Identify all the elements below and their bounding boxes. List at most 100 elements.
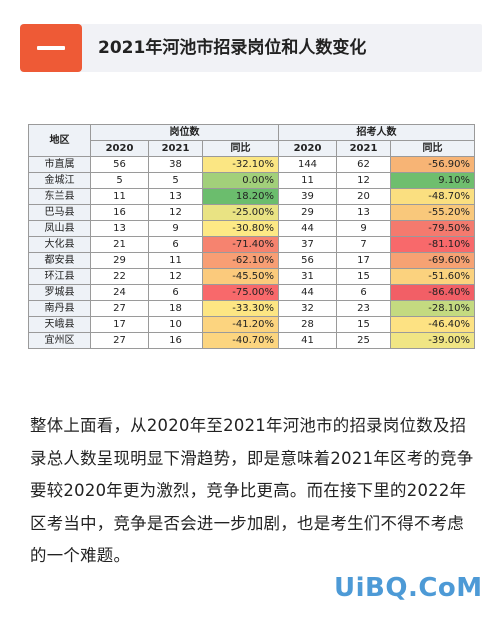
cell-applicants-ratio: -86.40%	[389, 284, 476, 301]
cell-applicants-2021: 15	[336, 316, 391, 333]
header-bar	[20, 24, 482, 72]
cell-region: 巴马县	[28, 204, 91, 221]
cell-positions-2021: 6	[148, 236, 203, 253]
header-applicants: 招考人数	[277, 124, 476, 141]
cell-region: 罗城县	[28, 284, 91, 301]
cell-applicants-ratio: -55.20%	[389, 204, 476, 221]
cell-applicants-ratio: -48.70%	[389, 188, 476, 205]
cell-applicants-2020: 41	[278, 332, 337, 349]
summary-paragraph: 整体上面看，从2020年至2021年河池市的招录岗位数及招录总人数呈现明显下滑趋…	[30, 416, 474, 565]
table-row: 东兰县 11 13 18.20% 39 20 -48.70%	[28, 188, 476, 205]
header-applicants-ratio: 同比	[389, 140, 476, 157]
cell-positions-ratio: -75.00%	[202, 284, 279, 301]
cell-applicants-2021: 12	[336, 172, 391, 189]
cell-applicants-ratio: -69.60%	[389, 252, 476, 269]
cell-region: 宜州区	[28, 332, 91, 349]
cell-applicants-2020: 31	[278, 268, 337, 285]
cell-positions-ratio: -30.80%	[202, 220, 279, 237]
cell-positions-2020: 27	[90, 332, 149, 349]
table-row: 宜州区 27 16 -40.70% 41 25 -39.00%	[28, 332, 476, 349]
cell-region: 金城江	[28, 172, 91, 189]
page-title: 2021年河池市招录岗位和人数变化	[98, 38, 367, 58]
cell-region: 南丹县	[28, 300, 91, 317]
header-applicants-2021: 2021	[336, 140, 391, 157]
cell-applicants-2021: 7	[336, 236, 391, 253]
header-positions-2021: 2021	[148, 140, 203, 157]
cell-positions-2021: 13	[148, 188, 203, 205]
table-body: 市直属 56 38 -32.10% 144 62 -56.90% 金城江 5 5 0.00% 11 12…	[28, 156, 476, 349]
cell-region: 大化县	[28, 236, 91, 253]
cell-positions-2021: 16	[148, 332, 203, 349]
cell-region: 凤山县	[28, 220, 91, 237]
cell-applicants-2020: 37	[278, 236, 337, 253]
cell-applicants-ratio: -79.50%	[389, 220, 476, 237]
cell-applicants-ratio: 9.10%	[389, 172, 476, 189]
cell-positions-2020: 22	[90, 268, 149, 285]
cell-applicants-2021: 23	[336, 300, 391, 317]
cell-positions-2020: 29	[90, 252, 149, 269]
cell-applicants-2020: 28	[278, 316, 337, 333]
cell-applicants-2021: 6	[336, 284, 391, 301]
cell-applicants-2020: 29	[278, 204, 337, 221]
cell-applicants-2020: 39	[278, 188, 337, 205]
cell-applicants-ratio: -39.00%	[389, 332, 476, 349]
cell-region: 市直属	[28, 156, 91, 173]
cell-positions-2021: 12	[148, 268, 203, 285]
cell-positions-ratio: -40.70%	[202, 332, 279, 349]
table-row: 罗城县 24 6 -75.00% 44 6 -86.40%	[28, 284, 476, 301]
cell-applicants-ratio: -56.90%	[389, 156, 476, 173]
cell-positions-ratio: 18.20%	[202, 188, 279, 205]
header-positions-2020: 2020	[90, 140, 149, 157]
header-positions: 岗位数	[90, 124, 279, 141]
table-row: 金城江 5 5 0.00% 11 12 9.10%	[28, 172, 476, 189]
cell-positions-2021: 18	[148, 300, 203, 317]
cell-region: 都安县	[28, 252, 91, 269]
cell-positions-2020: 27	[90, 300, 149, 317]
cell-region: 天峨县	[28, 316, 91, 333]
cell-applicants-2020: 11	[278, 172, 337, 189]
cell-region: 环江县	[28, 268, 91, 285]
cell-positions-2020: 13	[90, 220, 149, 237]
table-row: 凤山县 13 9 -30.80% 44 9 -79.50%	[28, 220, 476, 237]
cell-applicants-2020: 32	[278, 300, 337, 317]
table-row: 天峨县 17 10 -41.20% 28 15 -46.40%	[28, 316, 476, 333]
cell-applicants-2021: 20	[336, 188, 391, 205]
header-positions-ratio: 同比	[202, 140, 279, 157]
cell-applicants-2021: 62	[336, 156, 391, 173]
table-row: 市直属 56 38 -32.10% 144 62 -56.90%	[28, 156, 476, 173]
header-applicants-2020: 2020	[278, 140, 337, 157]
cell-applicants-2021: 15	[336, 268, 391, 285]
recruitment-table: 地区 岗位数 招考人数 2020 2021 同比 2020 2021 同比 市直…	[28, 124, 476, 349]
table-row: 大化县 21 6 -71.40% 37 7 -81.10%	[28, 236, 476, 253]
table-row: 巴马县 16 12 -25.00% 29 13 -55.20%	[28, 204, 476, 221]
cell-positions-ratio: -25.00%	[202, 204, 279, 221]
cell-positions-2021: 9	[148, 220, 203, 237]
cell-positions-2021: 11	[148, 252, 203, 269]
cell-positions-ratio: -32.10%	[202, 156, 279, 173]
cell-applicants-ratio: -46.40%	[389, 316, 476, 333]
site-watermark: UiBQ.CoM	[334, 573, 483, 603]
cell-applicants-ratio: -28.10%	[389, 300, 476, 317]
cell-positions-2021: 38	[148, 156, 203, 173]
cell-positions-ratio: -45.50%	[202, 268, 279, 285]
cell-applicants-2020: 144	[278, 156, 337, 173]
cell-positions-2020: 24	[90, 284, 149, 301]
cell-positions-2020: 11	[90, 188, 149, 205]
cell-positions-2021: 6	[148, 284, 203, 301]
cell-applicants-2020: 44	[278, 284, 337, 301]
cell-positions-2020: 17	[90, 316, 149, 333]
cell-positions-ratio: -71.40%	[202, 236, 279, 253]
table-row: 环江县 22 12 -45.50% 31 15 -51.60%	[28, 268, 476, 285]
header-region: 地区	[28, 124, 91, 157]
cell-applicants-2021: 13	[336, 204, 391, 221]
cell-region: 东兰县	[28, 188, 91, 205]
cell-positions-2021: 12	[148, 204, 203, 221]
cell-positions-2020: 5	[90, 172, 149, 189]
cell-applicants-2021: 9	[336, 220, 391, 237]
table-row: 都安县 29 11 -62.10% 56 17 -69.60%	[28, 252, 476, 269]
cell-positions-2021: 5	[148, 172, 203, 189]
cell-positions-ratio: 0.00%	[202, 172, 279, 189]
cell-positions-2020: 56	[90, 156, 149, 173]
header-dash-icon	[20, 24, 82, 72]
cell-applicants-2021: 17	[336, 252, 391, 269]
